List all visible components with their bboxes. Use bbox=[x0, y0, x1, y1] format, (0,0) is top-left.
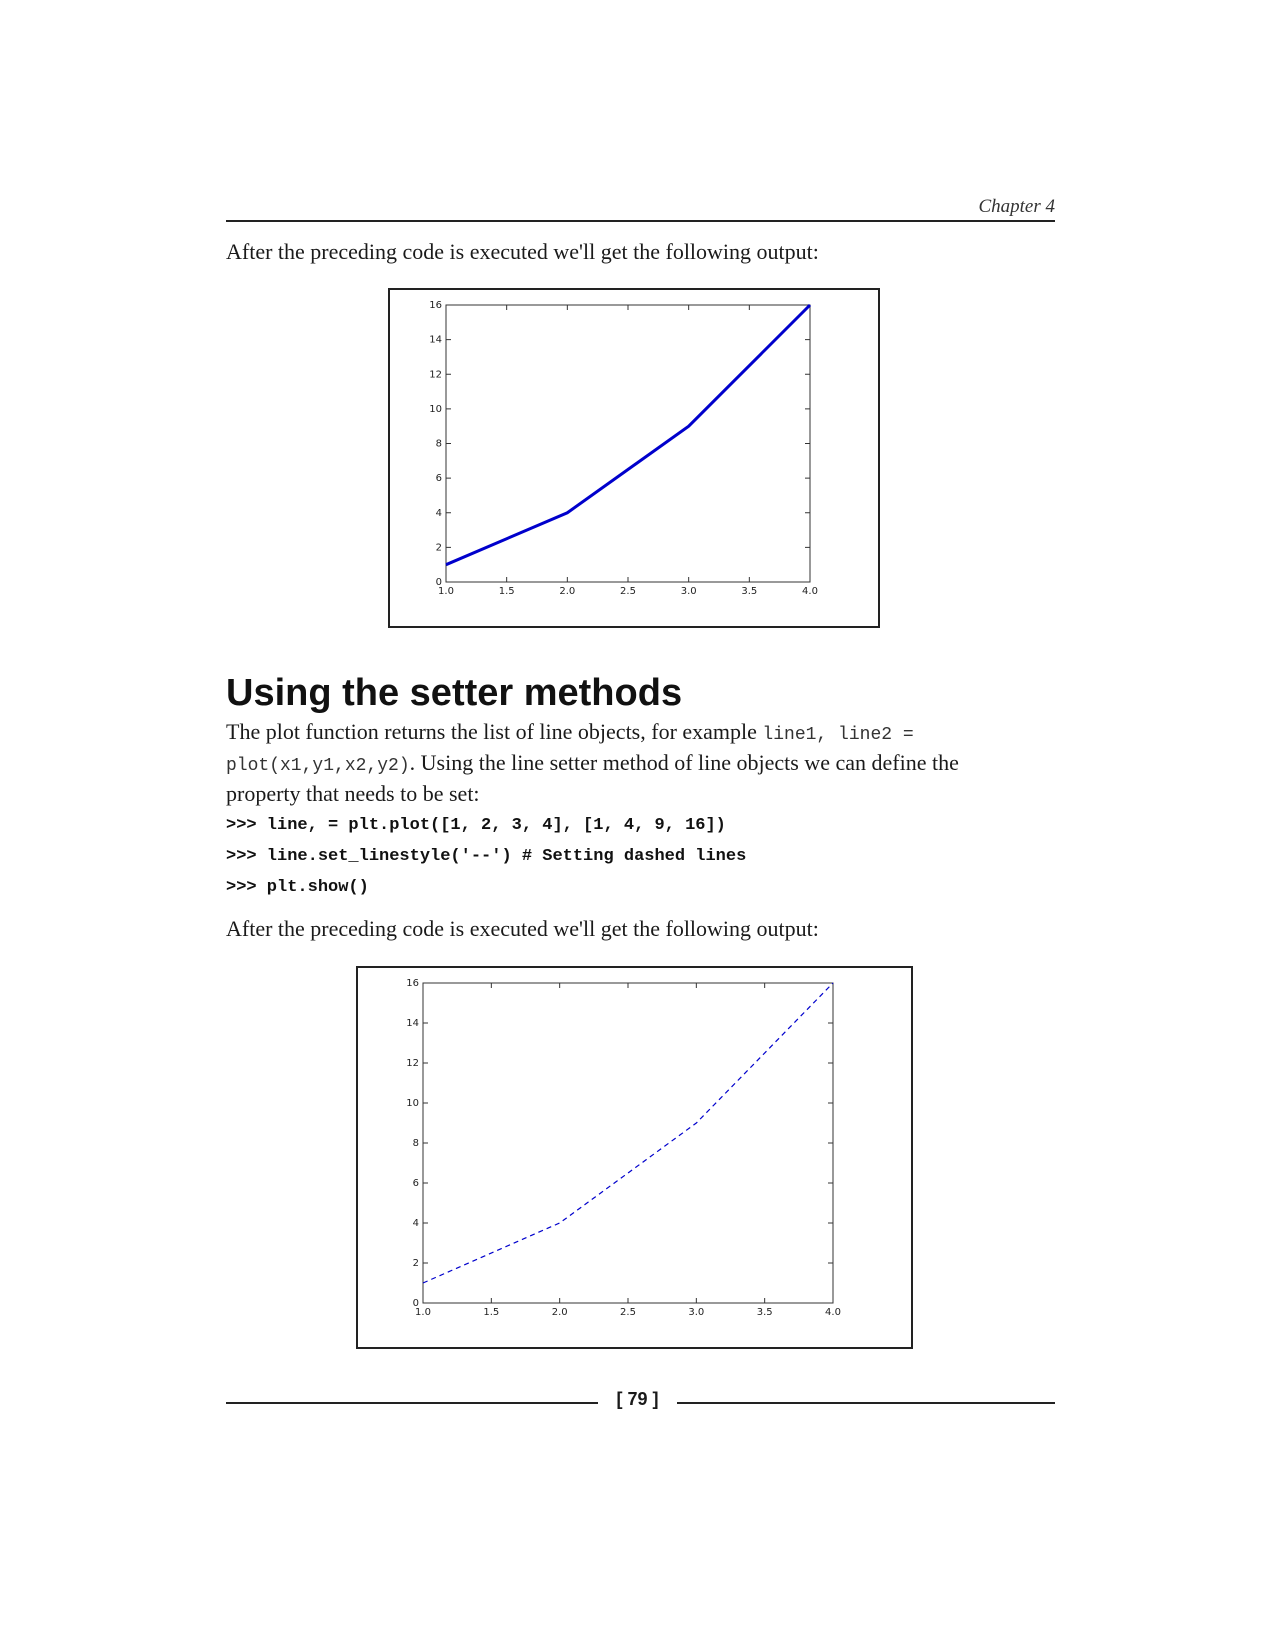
x-tick-label: 2.0 bbox=[559, 586, 575, 597]
x-tick-label: 1.5 bbox=[483, 1307, 499, 1318]
y-tick-label: 0 bbox=[413, 1298, 419, 1309]
x-tick-label: 3.5 bbox=[741, 586, 757, 597]
x-tick-label: 4.0 bbox=[825, 1307, 841, 1318]
series-line bbox=[422, 982, 834, 1284]
y-tick-label: 12 bbox=[406, 1058, 419, 1069]
y-tick-label: 6 bbox=[413, 1178, 419, 1189]
footer-rule-left bbox=[226, 1402, 598, 1404]
x-tick-label: 1.5 bbox=[499, 586, 515, 597]
code-line-1: >>> line, = plt.plot([1, 2, 3, 4], [1, 4… bbox=[226, 816, 726, 835]
y-tick-label: 16 bbox=[429, 300, 442, 311]
solid-line-chart: 1.0 1.5 2.0 2.5 3.0 3.5 4.0 0 2 4 6 8 10 12 14 16 bbox=[429, 300, 818, 597]
y-tick-label: 10 bbox=[406, 1098, 419, 1109]
x-tick-label: 2.5 bbox=[620, 586, 636, 597]
body-text-1: The plot function returns the list of li… bbox=[226, 719, 763, 744]
series-line bbox=[445, 303, 812, 567]
x-tick-label: 1.0 bbox=[415, 1307, 431, 1318]
figure-2: 1.0 1.5 2.0 2.5 3.0 3.5 4.0 0 2 4 6 8 10 12 14 16 bbox=[356, 966, 913, 1349]
y-tick-label: 14 bbox=[406, 1018, 419, 1029]
y-tick-label: 16 bbox=[406, 978, 419, 989]
code-line-3: >>> plt.show() bbox=[226, 878, 369, 897]
body-text-2: . Using the line setter method of line o… bbox=[226, 750, 959, 806]
x-tick-label: 3.0 bbox=[681, 586, 697, 597]
y-tick-label: 10 bbox=[429, 404, 442, 415]
code-inline-2: plot(x1,y1,x2,y2) bbox=[226, 756, 410, 776]
y-tick-label: 8 bbox=[413, 1138, 419, 1149]
footer-rule-right bbox=[677, 1402, 1055, 1404]
x-tick-label: 2.5 bbox=[620, 1307, 636, 1318]
y-tick-label: 6 bbox=[436, 473, 442, 484]
dashed-line-chart: 1.0 1.5 2.0 2.5 3.0 3.5 4.0 0 2 4 6 8 10 12 14 16 bbox=[406, 978, 841, 1318]
y-tick-label: 4 bbox=[413, 1218, 419, 1229]
figure-1: 1.0 1.5 2.0 2.5 3.0 3.5 4.0 0 2 4 6 8 10 12 14 16 bbox=[388, 288, 880, 628]
code-inline-1: line1, line2 = bbox=[762, 725, 914, 745]
y-tick-label: 14 bbox=[429, 335, 442, 346]
plot-frame bbox=[422, 982, 834, 1304]
y-tick-label: 12 bbox=[429, 369, 442, 380]
page-number: [ 79 ] bbox=[616, 1389, 659, 1409]
body-paragraph: The plot function returns the list of li… bbox=[226, 718, 1006, 807]
y-tick-label: 8 bbox=[436, 439, 442, 450]
section-heading: Using the setter methods bbox=[226, 672, 683, 714]
header-rule bbox=[226, 220, 1055, 222]
y-tick-label: 0 bbox=[436, 577, 442, 588]
code-line-2: >>> line.set_linestyle('--') # Setting d… bbox=[226, 847, 747, 866]
y-tick-label: 2 bbox=[436, 542, 442, 553]
x-tick-label: 3.0 bbox=[688, 1307, 704, 1318]
y-tick-label: 2 bbox=[413, 1258, 419, 1269]
chapter-label: Chapter 4 bbox=[978, 196, 1055, 217]
y-tick-label: 4 bbox=[436, 508, 442, 519]
x-tick-label: 4.0 bbox=[802, 586, 818, 597]
x-tick-label: 3.5 bbox=[757, 1307, 773, 1318]
output-paragraph: After the preceding code is executed we'… bbox=[226, 916, 819, 941]
x-tick-label: 2.0 bbox=[552, 1307, 568, 1318]
x-tick-label: 1.0 bbox=[438, 586, 454, 597]
intro-paragraph: After the preceding code is executed we'… bbox=[226, 239, 819, 264]
